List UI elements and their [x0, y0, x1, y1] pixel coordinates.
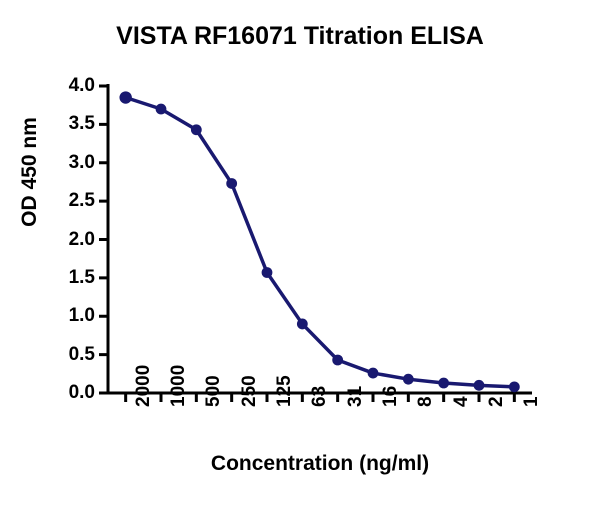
data-point [438, 377, 450, 389]
y-tick-label: 2.0 [68, 228, 95, 250]
x-tick-label: 1000 [168, 364, 189, 407]
x-tick-label: 31 [344, 385, 366, 407]
x-tick-label: 16 [380, 385, 401, 407]
axes [106, 84, 532, 395]
y-axis-ticks [99, 84, 108, 395]
y-tick-label: 0.5 [68, 343, 95, 365]
x-tick-label: 2 [486, 396, 507, 407]
y-tick-label: 3.5 [68, 113, 95, 135]
y-tick-label: 3.0 [68, 151, 95, 173]
data-point [190, 124, 202, 136]
y-tick-label: 1.0 [68, 305, 95, 327]
data-point [155, 103, 167, 115]
y-tick-label: 2.5 [68, 190, 95, 212]
x-tick-label: 8 [415, 396, 437, 407]
data-point [508, 381, 520, 393]
series-polyline [123, 95, 517, 389]
x-tick-label: 1 [521, 396, 543, 407]
chart-title: VISTA RF16071 Titration ELISA [116, 22, 484, 50]
data-point [332, 354, 344, 366]
data-series-line [123, 95, 517, 389]
x-axis-title: Concentration (ng/ml) [210, 452, 430, 475]
y-tick-label: 0.0 [68, 382, 95, 403]
y-axis-title: OD 450 nm [18, 117, 41, 227]
data-point [261, 267, 273, 278]
y-tick-label: 1.5 [68, 266, 95, 288]
y-tick-label: 4.0 [68, 75, 95, 96]
data-point [473, 379, 485, 391]
data-point-markers [119, 91, 520, 393]
x-tick-label: 250 [238, 375, 260, 407]
data-point [226, 178, 238, 189]
data-point [402, 373, 414, 385]
x-tick-label: 2000 [132, 364, 154, 407]
data-point [119, 91, 132, 104]
data-point [367, 367, 379, 379]
data-point [296, 318, 308, 330]
x-tick-label: 500 [203, 375, 225, 407]
x-tick-label: 63 [309, 385, 331, 407]
x-tick-label: 4 [450, 396, 472, 407]
x-tick-label: 125 [274, 375, 295, 407]
x-axis-ticks [124, 393, 516, 402]
